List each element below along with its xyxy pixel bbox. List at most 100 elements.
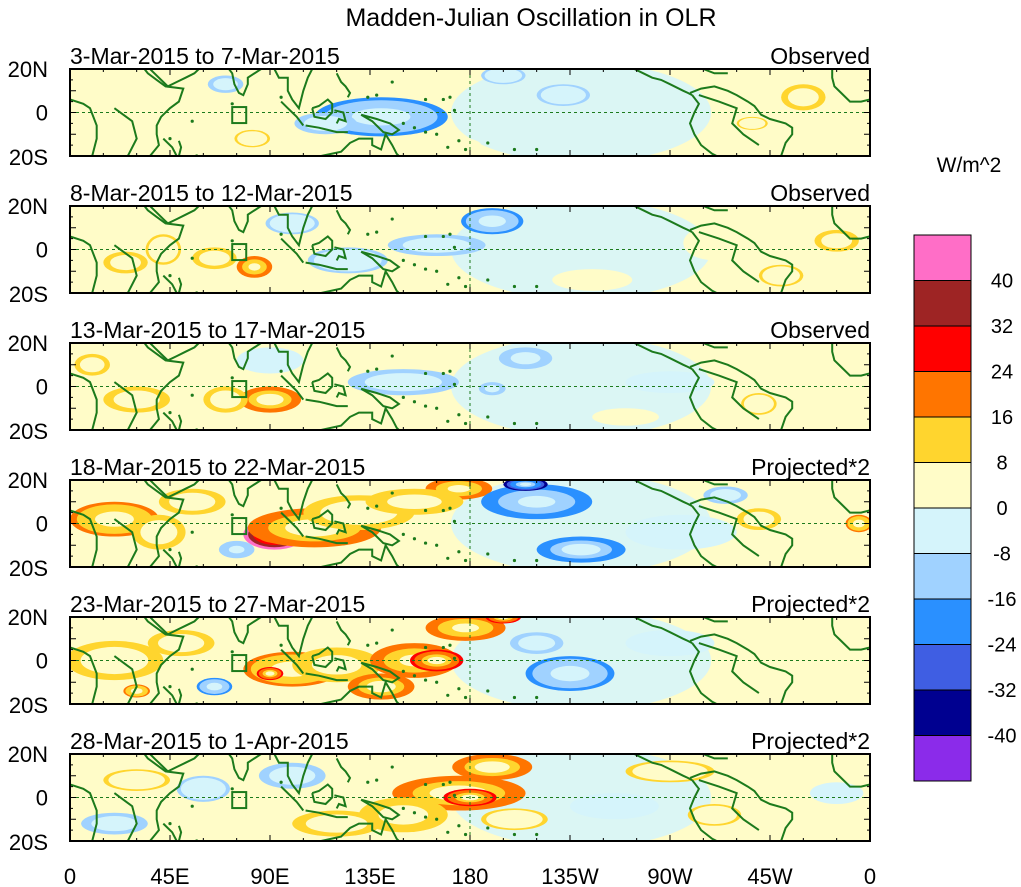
units-label: W/m^2 [937, 154, 1002, 177]
index-box [231, 791, 248, 810]
coastline [689, 222, 794, 293]
anomaly-contour [450, 485, 468, 492]
island [279, 506, 283, 510]
y-tick-label: 20N [8, 194, 48, 219]
anomaly-contour [518, 355, 533, 361]
coastline [70, 754, 185, 841]
y-tick-label: 0 [36, 101, 48, 126]
coastline [335, 483, 352, 509]
anomaly-contour [658, 639, 682, 647]
island [423, 815, 428, 819]
island [446, 145, 450, 149]
island [423, 782, 428, 787]
coastline [702, 69, 728, 75]
panel-kind: Observed [770, 317, 870, 343]
coastline [113, 655, 138, 704]
island [512, 832, 517, 837]
anomaly-contour [344, 508, 373, 518]
coastline [698, 505, 760, 557]
island [279, 369, 283, 373]
island [190, 393, 194, 397]
coastline [216, 617, 262, 645]
island [486, 278, 490, 282]
colorbar-swatch [913, 735, 972, 782]
anomaly-contour [247, 136, 257, 141]
coastline [305, 672, 348, 682]
y-tick-label: 20S [9, 693, 48, 718]
island [457, 550, 461, 554]
olr-anomaly-field [70, 343, 870, 430]
island [168, 548, 172, 552]
anomaly-contour [519, 482, 532, 486]
island [504, 294, 507, 297]
anomaly-contour [75, 213, 88, 221]
anomaly-contour [719, 493, 732, 498]
colorbar-swatch [913, 507, 972, 554]
anomaly-contour [266, 671, 274, 676]
island [366, 643, 370, 647]
coastline [273, 480, 314, 522]
coastline [162, 274, 178, 293]
coastline [149, 754, 200, 773]
island [441, 645, 445, 650]
anomaly-contour [748, 121, 757, 126]
island [486, 552, 490, 556]
colorbar-swatch [913, 553, 972, 600]
island [279, 643, 283, 647]
coastline [689, 359, 794, 430]
island [423, 234, 428, 239]
coastline [698, 642, 760, 694]
panel-kind: Projected*2 [751, 591, 870, 617]
island [401, 532, 405, 536]
coastline [149, 206, 200, 225]
island [190, 530, 194, 534]
anomaly-contour [827, 789, 846, 797]
coastline [360, 524, 401, 547]
anomaly-contour [603, 802, 626, 810]
coastline [216, 69, 262, 97]
anomaly-contour [128, 396, 146, 403]
coastline [177, 277, 183, 293]
island [535, 558, 539, 563]
island [230, 102, 234, 106]
coastline [177, 140, 183, 156]
island [412, 537, 417, 541]
map-panel: 20N 0 20S 8-Mar-2015 to 12-Mar-2015 Observed [8, 180, 871, 307]
x-tick-label: 45W [747, 864, 792, 887]
island [190, 804, 194, 808]
island [504, 705, 507, 708]
island [512, 558, 517, 563]
island [441, 782, 445, 787]
anomaly-contour [364, 111, 398, 122]
anomaly-contour [392, 810, 415, 820]
coastline [360, 250, 401, 273]
coastline [335, 757, 352, 783]
anomaly-contour [402, 498, 427, 506]
island [375, 230, 379, 234]
map-panel: 20N 0 20S 28-Mar-2015 to 1-Apr-2015 Projecte… [8, 728, 871, 855]
coastline [305, 124, 348, 134]
colorbar-level-label: 16 [991, 407, 1013, 429]
island [401, 669, 405, 673]
panel-date-range: 18-Mar-2015 to 22-Mar-2015 [70, 454, 365, 480]
anomaly-contour [506, 816, 523, 822]
anomaly-contour [488, 387, 496, 391]
coastline [70, 206, 185, 293]
island [446, 419, 450, 423]
island [423, 130, 428, 134]
coastline [70, 646, 98, 704]
coastline [113, 518, 138, 567]
coastline [149, 343, 200, 362]
anomaly-contour [831, 238, 843, 244]
coastline [831, 480, 870, 514]
colorbar-level-label: 0 [996, 498, 1007, 520]
island [412, 263, 417, 267]
coastline [70, 509, 98, 567]
coastline [702, 617, 728, 623]
anomaly-contour [614, 414, 637, 420]
coastline [633, 754, 693, 781]
colorbar-level-label: -32 [988, 680, 1017, 702]
island [535, 421, 539, 426]
coastline [70, 783, 98, 841]
